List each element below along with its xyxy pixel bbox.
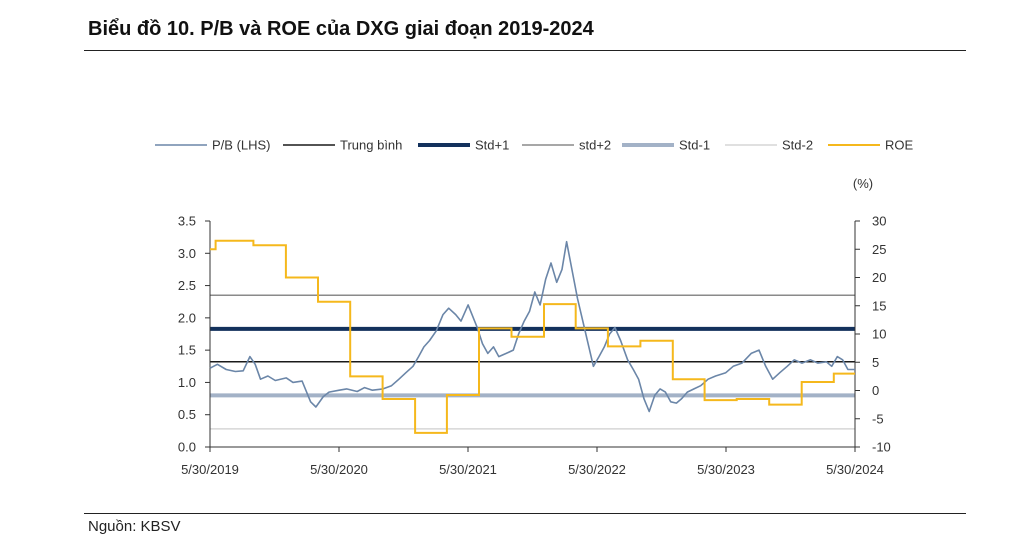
x-tick-label-4: 5/30/2023 xyxy=(697,462,755,477)
series xyxy=(209,239,855,434)
right-tick-label-0: -10 xyxy=(872,440,891,455)
legend-label-2: Std+1 xyxy=(475,138,509,153)
reference-lines xyxy=(210,294,855,430)
pb-line xyxy=(209,240,855,413)
legend-label-6: ROE xyxy=(885,138,914,153)
right-tick-label-2: 0 xyxy=(872,383,879,398)
x-tick-label-5: 5/30/2024 xyxy=(826,462,884,477)
legend-label-5: Std-2 xyxy=(782,138,813,153)
right-tick-label-4: 10 xyxy=(872,327,886,342)
roe-line xyxy=(210,239,855,434)
left-tick-label-3: 1.5 xyxy=(178,343,196,358)
chart-title: Biểu đồ 10. P/B và ROE của DXG giai đoạn… xyxy=(88,18,594,40)
legend-label-4: Std-1 xyxy=(679,138,710,153)
right-tick-label-5: 15 xyxy=(872,298,886,313)
left-tick-label-5: 2.5 xyxy=(178,278,196,293)
legend-label-3: std+2 xyxy=(579,138,611,153)
left-tick-label-6: 3.0 xyxy=(178,246,196,261)
right-tick-label-7: 25 xyxy=(872,242,886,257)
source-rule xyxy=(84,513,966,514)
x-tick-label-2: 5/30/2021 xyxy=(439,462,497,477)
left-tick-label-1: 0.5 xyxy=(178,407,196,422)
left-tick-label-2: 1.0 xyxy=(178,375,196,390)
left-tick-label-4: 2.0 xyxy=(178,310,196,325)
source-note: Nguồn: KBSV xyxy=(88,518,181,535)
x-tick-label-3: 5/30/2022 xyxy=(568,462,626,477)
right-tick-label-1: -5 xyxy=(872,411,884,426)
left-tick-label-7: 3.5 xyxy=(178,214,196,229)
x-tick-label-0: 5/30/2019 xyxy=(181,462,239,477)
axes: 0.0 0.5 1.0 1.5 2.0 2.5 3.0 3.5 -10 -5 0 5 10 15 20 25 3… xyxy=(178,214,891,478)
right-axis-unit: (%) xyxy=(853,176,873,191)
legend-label-0: P/B (LHS) xyxy=(212,138,271,153)
legend-label-1: Trung bình xyxy=(340,138,402,153)
right-tick-label-3: 5 xyxy=(872,355,879,370)
right-tick-label-6: 20 xyxy=(872,270,886,285)
right-tick-label-8: 30 xyxy=(872,214,886,229)
legend: P/B (LHS) Trung bình Std+1 std+2 Std-1 Std-2 R… xyxy=(155,138,914,153)
left-tick-label-0: 0.0 xyxy=(178,440,196,455)
x-tick-label-1: 5/30/2020 xyxy=(310,462,368,477)
title-rule xyxy=(84,50,966,51)
